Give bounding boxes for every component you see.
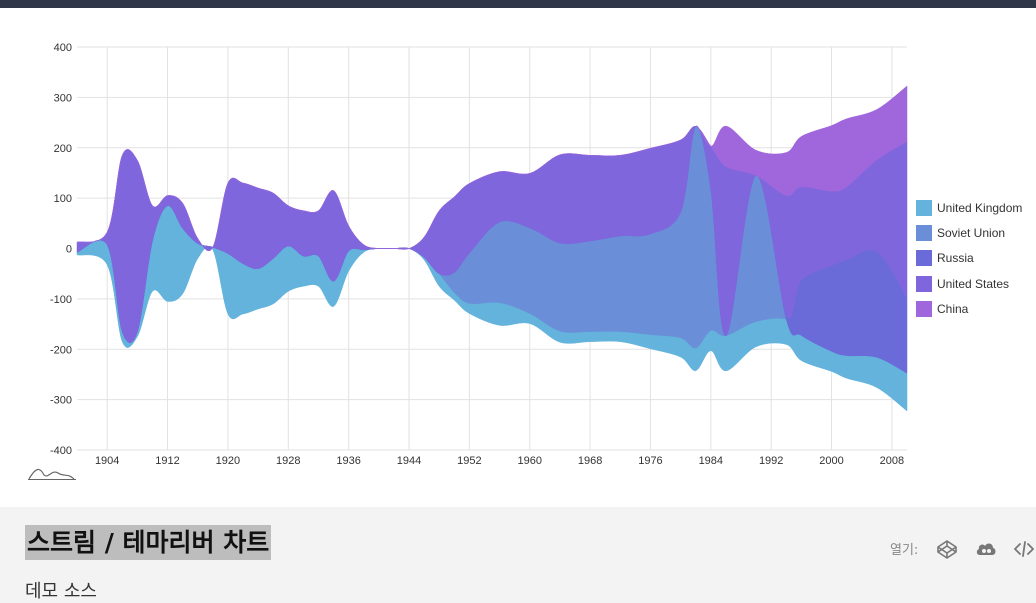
jsfiddle-icon[interactable]: [975, 539, 997, 559]
x-tick-label: 1976: [638, 455, 662, 467]
y-tick-label: -100: [50, 294, 72, 306]
x-tick-label: 1960: [517, 455, 541, 467]
x-tick-label: 2000: [819, 455, 843, 467]
x-tick-label: 1992: [759, 455, 783, 467]
legend-label: United Kingdom: [937, 201, 1023, 215]
demo-source-link[interactable]: 데모 소스: [25, 581, 97, 602]
y-tick-label: -200: [50, 344, 72, 356]
x-tick-label: 1912: [155, 455, 179, 467]
footer: 스트림 / 테마리버 차트 데모 소스 열기:: [0, 507, 1036, 602]
x-tick-label: 1920: [216, 455, 240, 467]
top-bar: [0, 0, 1036, 8]
legend-swatch: [916, 250, 932, 267]
y-tick-label: -400: [50, 445, 72, 457]
legend-swatch: [916, 275, 932, 292]
legend-label: Russia: [937, 251, 974, 266]
x-tick-label: 1928: [276, 455, 300, 467]
x-tick-label: 2008: [880, 455, 904, 467]
stream-layers: [76, 85, 908, 412]
x-tick-label: 1904: [95, 455, 119, 467]
legend-swatch: [916, 225, 932, 242]
codepen-icon[interactable]: [936, 539, 958, 559]
y-tick-label: 100: [54, 193, 72, 205]
legend-swatch: [916, 200, 932, 216]
stream-china[interactable]: [76, 85, 908, 252]
chart-container: 400 300 200 100 0 -100 -200 -300 -400 1904 1912 19…: [0, 8, 1036, 507]
x-axis: 1904 1912 1920 1928 1936 1944 1952 1960 1968 1976…: [95, 455, 904, 467]
legend-label: United States: [937, 276, 1010, 291]
x-tick-label: 1944: [397, 455, 421, 467]
y-tick-label: 400: [54, 42, 72, 54]
x-tick-label: 1936: [336, 455, 360, 467]
legend-label: China: [937, 301, 969, 316]
x-tick-label: 1968: [578, 455, 602, 467]
series-navigator-icon[interactable]: [28, 465, 76, 481]
legend-label: Soviet Union: [937, 226, 1006, 241]
y-tick-label: 0: [66, 244, 72, 256]
page-title: 스트림 / 테마리버 차트: [25, 525, 272, 560]
code-icon[interactable]: [1013, 539, 1035, 559]
open-label: 열기:: [890, 543, 919, 558]
y-tick-label: -300: [50, 395, 72, 407]
y-tick-label: 300: [54, 92, 72, 104]
x-tick-label: 1984: [699, 455, 723, 467]
y-axis: 400 300 200 100 0 -100 -200 -300 -400: [50, 42, 72, 457]
y-tick-label: 200: [54, 143, 72, 155]
x-tick-label: 1952: [457, 455, 481, 467]
legend-swatch: [916, 300, 932, 317]
